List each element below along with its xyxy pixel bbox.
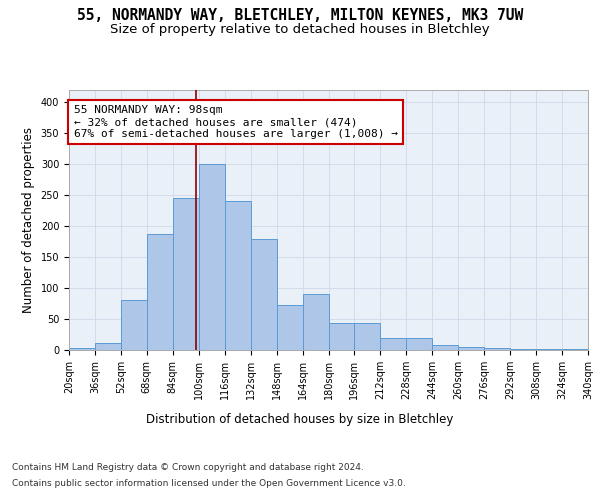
Bar (510, 349, 536, 350)
Bar (433, 345, 458, 350)
Bar (380, 338, 406, 350)
Bar (302, 294, 329, 350)
Text: Contains public sector information licensed under the Open Government Licence v3: Contains public sector information licen… (12, 479, 406, 488)
Bar (251, 238, 277, 350)
Bar (355, 324, 380, 350)
Text: 55 NORMANDY WAY: 98sqm
← 32% of detached houses are smaller (474)
67% of semi-de: 55 NORMANDY WAY: 98sqm ← 32% of detached… (74, 106, 398, 138)
Bar (95, 342, 121, 350)
Bar (69, 348, 95, 350)
Bar (199, 164, 225, 350)
Bar (121, 300, 147, 350)
Bar (147, 234, 173, 350)
Bar (173, 198, 199, 350)
Bar (406, 338, 432, 350)
Text: 55, NORMANDY WAY, BLETCHLEY, MILTON KEYNES, MK3 7UW: 55, NORMANDY WAY, BLETCHLEY, MILTON KEYN… (77, 8, 523, 22)
Bar (329, 324, 355, 350)
Y-axis label: Number of detached properties: Number of detached properties (22, 127, 35, 313)
Bar (458, 347, 484, 350)
Bar (277, 306, 302, 350)
Bar (562, 349, 588, 350)
Text: Distribution of detached houses by size in Bletchley: Distribution of detached houses by size … (146, 412, 454, 426)
Text: Size of property relative to detached houses in Bletchley: Size of property relative to detached ho… (110, 22, 490, 36)
Text: Contains HM Land Registry data © Crown copyright and database right 2024.: Contains HM Land Registry data © Crown c… (12, 462, 364, 471)
Bar (225, 202, 251, 350)
Bar (484, 348, 510, 350)
